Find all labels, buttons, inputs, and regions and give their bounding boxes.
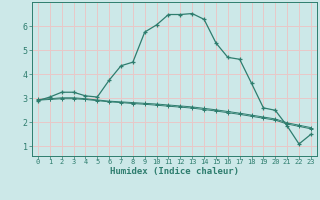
X-axis label: Humidex (Indice chaleur): Humidex (Indice chaleur)	[110, 167, 239, 176]
